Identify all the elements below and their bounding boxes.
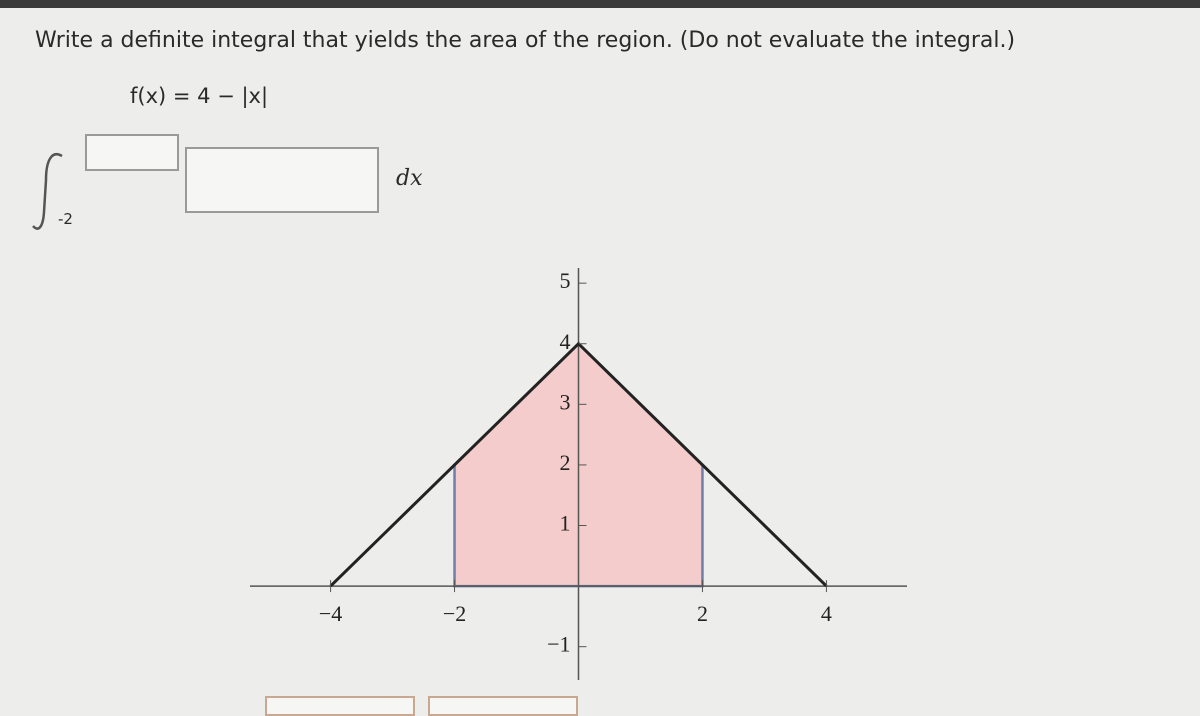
y-tick-label: 3 (560, 389, 571, 414)
button[interactable] (428, 696, 578, 716)
question: Write a definite integral that yields th… (35, 28, 1016, 53)
x-tick-label: −2 (443, 601, 466, 626)
x-tick-label: −4 (319, 601, 342, 626)
integral-sign (32, 153, 63, 230)
y-tick-label: 5 (560, 268, 571, 293)
x-tick-label: 2 (697, 601, 708, 626)
x-tick-label: 4 (821, 601, 832, 626)
integrand-input[interactable] (185, 147, 379, 213)
y-tick-label: 4 (560, 329, 571, 354)
button[interactable] (265, 696, 415, 716)
differential: dx (396, 166, 423, 191)
y-tick-label: 2 (560, 450, 571, 475)
top-border (0, 0, 1200, 8)
upper-limit-input[interactable] (85, 134, 179, 171)
y-tick-label: −1 (547, 632, 570, 657)
lower-limit: -2 (58, 210, 73, 228)
y-tick-label: 1 (560, 511, 571, 536)
function: f(x) = 4 − |x| (130, 84, 269, 108)
